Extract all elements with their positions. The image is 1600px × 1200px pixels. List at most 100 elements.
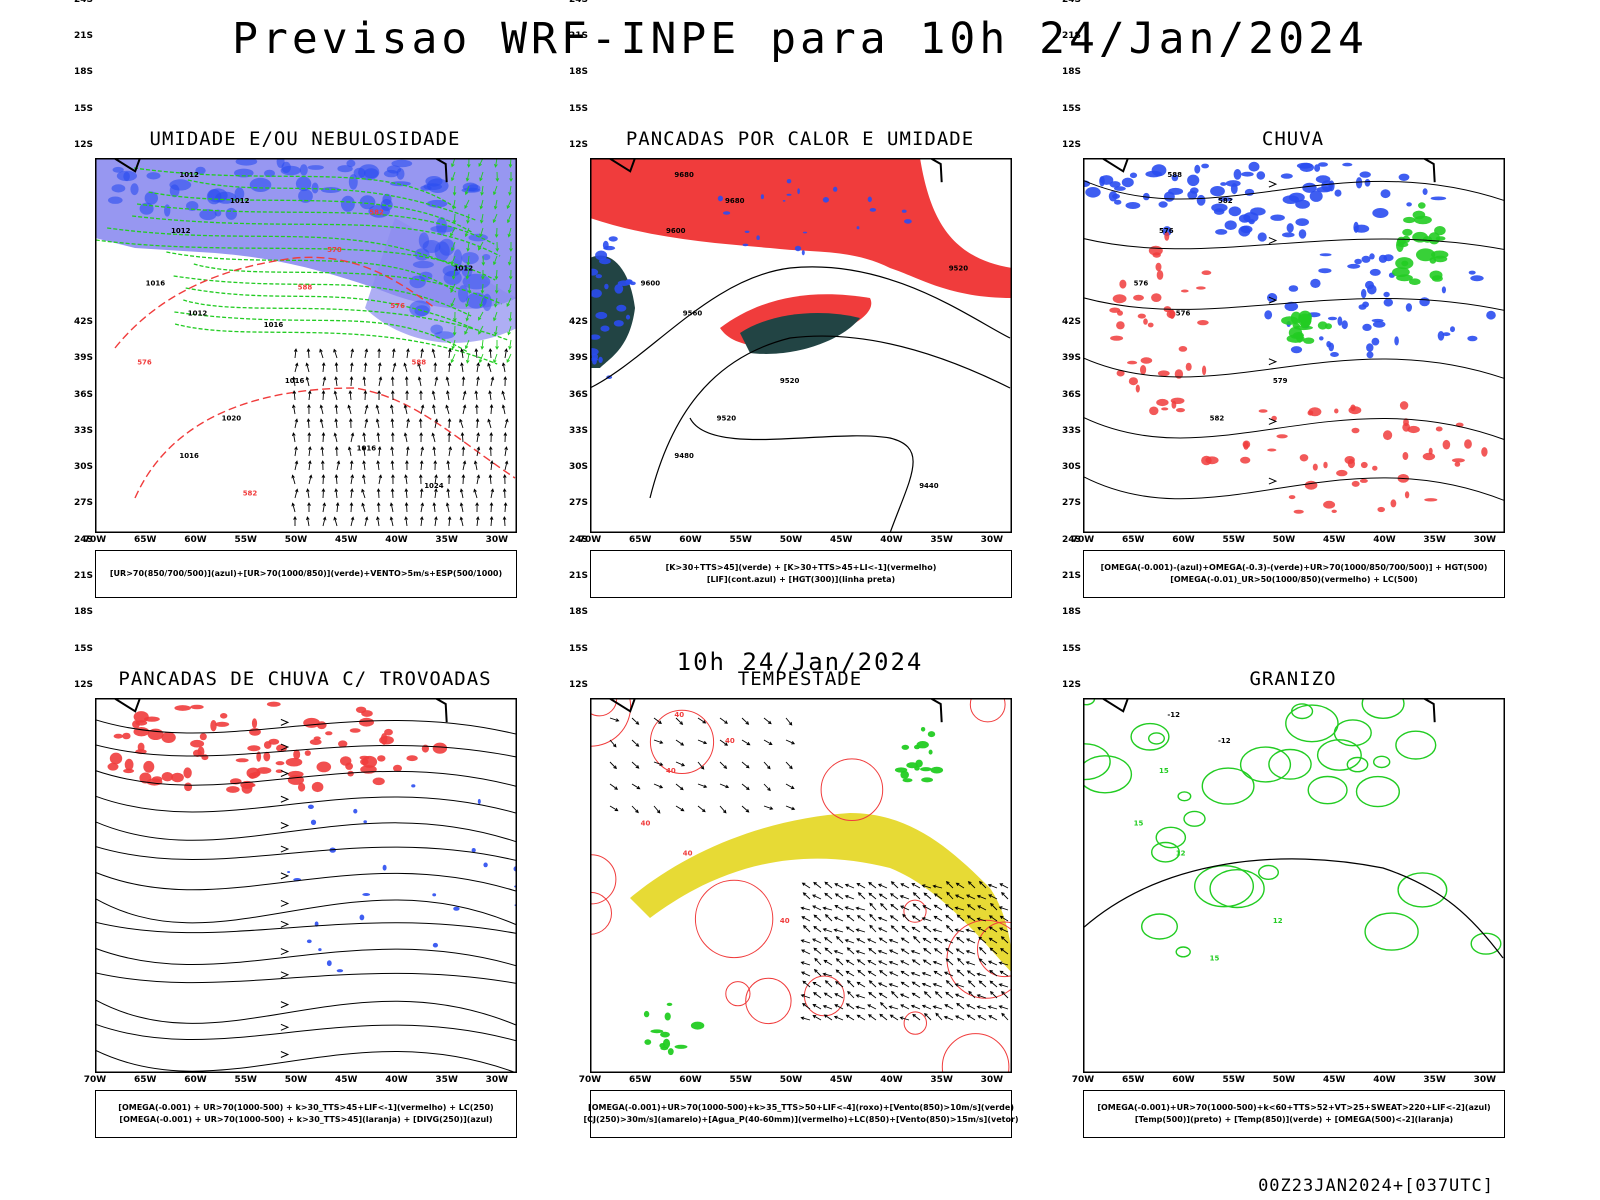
thunderstorm-cell	[406, 755, 418, 762]
lifted-index-cell	[742, 243, 749, 247]
thunderstorm-cell	[124, 758, 134, 771]
wind-vector	[490, 488, 495, 499]
longitude-label: 35W	[1423, 1075, 1446, 1085]
contour-label: 576	[390, 302, 405, 310]
wind-vector	[763, 739, 773, 745]
rain-humidity-cell	[1360, 461, 1368, 469]
thunderstorm-cell	[137, 742, 145, 752]
divergence-cell	[477, 798, 481, 805]
wind-vector	[800, 971, 811, 977]
wind-vector	[460, 432, 465, 443]
humidity-cell	[482, 293, 492, 311]
wind-vector	[987, 1005, 998, 1010]
streamline-arrow	[1268, 417, 1278, 425]
wind-vector	[431, 348, 436, 359]
latitude-label: 21S	[73, 571, 93, 582]
wind-vector	[813, 914, 822, 922]
thunderstorm-cell	[122, 732, 131, 740]
wind-vector	[955, 882, 965, 889]
rain-omega-cell	[1467, 335, 1478, 342]
humidity-cell	[414, 248, 430, 261]
wind-vector	[348, 390, 353, 401]
wind-vector	[307, 502, 311, 512]
wind-vector	[867, 1014, 877, 1021]
rain-omega-cell	[1210, 186, 1225, 197]
wind-vector	[877, 883, 888, 889]
wind-vector	[900, 883, 910, 889]
wind-vector	[813, 881, 822, 889]
lifted-index-cell	[614, 284, 624, 294]
latitude-label: 18S	[73, 607, 93, 618]
humidity-cell	[458, 285, 469, 303]
rain-strong-omega-cell	[1412, 210, 1426, 220]
wind-vector	[868, 947, 877, 955]
rain-strong-omega-cell	[1429, 257, 1437, 264]
map-area: -12 -12 15 15 12 12 15 12S 15S 18S 21S 24S 27S 30S 33S…	[1062, 317, 1505, 1085]
wind-vector	[321, 390, 326, 401]
wind-vector	[363, 390, 368, 401]
rain-omega-cell	[1288, 285, 1299, 292]
lifted-index-cell	[630, 281, 636, 286]
wind-vector	[855, 1005, 866, 1010]
map-panel-6: GRANIZO -12 -12 15 15 12 12 15 12S 15S 18S 21S 24S 27…	[1062, 317, 1523, 1158]
wind-vector	[967, 881, 976, 889]
green-contour	[185, 287, 473, 329]
rain-omega-cell	[1220, 182, 1227, 186]
rain-omega-cell	[1354, 258, 1362, 265]
contour-label: 40	[780, 917, 790, 925]
lifted-index-cell	[590, 348, 599, 356]
thunderstorm-cell	[226, 786, 240, 793]
rain-omega-cell	[1125, 202, 1141, 209]
longitude-label: 45W	[334, 1075, 358, 1085]
wind-vector	[322, 516, 327, 527]
rain-humidity-cell	[1140, 365, 1147, 375]
streamline	[95, 820, 517, 843]
wind-vector	[813, 947, 822, 955]
strong-wind-cell	[901, 744, 910, 750]
wind-vector	[291, 502, 296, 513]
wind-vector	[923, 925, 932, 933]
wind-vector	[824, 937, 833, 944]
hgt300-contour	[649, 335, 1011, 499]
wind-vector	[901, 925, 910, 933]
wind-vector	[432, 404, 436, 415]
rain-humidity-cell	[1390, 499, 1397, 508]
rain-humidity-cell	[1127, 360, 1138, 365]
rain-humidity-cell	[1110, 335, 1124, 341]
thunderstorm-cell	[235, 758, 249, 763]
wind-vector	[476, 362, 480, 373]
wind-vector	[452, 325, 457, 336]
green-contour	[166, 251, 457, 293]
rain-omega-cell	[1430, 196, 1447, 201]
thunderstorm-cell	[384, 728, 393, 736]
wind-vector	[390, 418, 395, 429]
wind-vector	[451, 199, 456, 210]
wind-vector	[835, 935, 844, 944]
humidity-cell	[307, 165, 324, 170]
streamline-arrow	[280, 971, 290, 979]
streamline	[95, 769, 517, 788]
main-title: Previsao WRF-INPE para 10h 24/Jan/2024	[232, 14, 1368, 64]
lifted-index-cell	[802, 231, 808, 234]
streamline-arrow	[280, 899, 290, 907]
wind-vector	[450, 297, 456, 308]
humidity-cell	[130, 183, 139, 196]
wind-vector	[999, 970, 1009, 977]
wind-vector	[488, 474, 493, 485]
rain-omega-cell	[1398, 173, 1410, 181]
wind-vector	[845, 970, 855, 977]
wind-vector	[911, 883, 921, 889]
thunderstorm-cell	[379, 735, 394, 745]
wind-vector	[501, 390, 506, 401]
rain-omega-cell	[1450, 326, 1455, 333]
wind-vector	[479, 171, 484, 182]
legend-box: [OMEGA(-0.001)-(azul)+OMEGA(-0.3)-(verde…	[1083, 550, 1505, 598]
wind-vector	[446, 460, 450, 471]
latitude-label: 18S	[568, 607, 588, 618]
humidity-cell	[409, 275, 426, 289]
wind-vector	[867, 938, 877, 944]
wind-vector	[451, 241, 456, 252]
longitude-label: 40W	[385, 535, 408, 545]
wind-vector	[932, 960, 943, 966]
wind-vector	[921, 1004, 932, 1010]
